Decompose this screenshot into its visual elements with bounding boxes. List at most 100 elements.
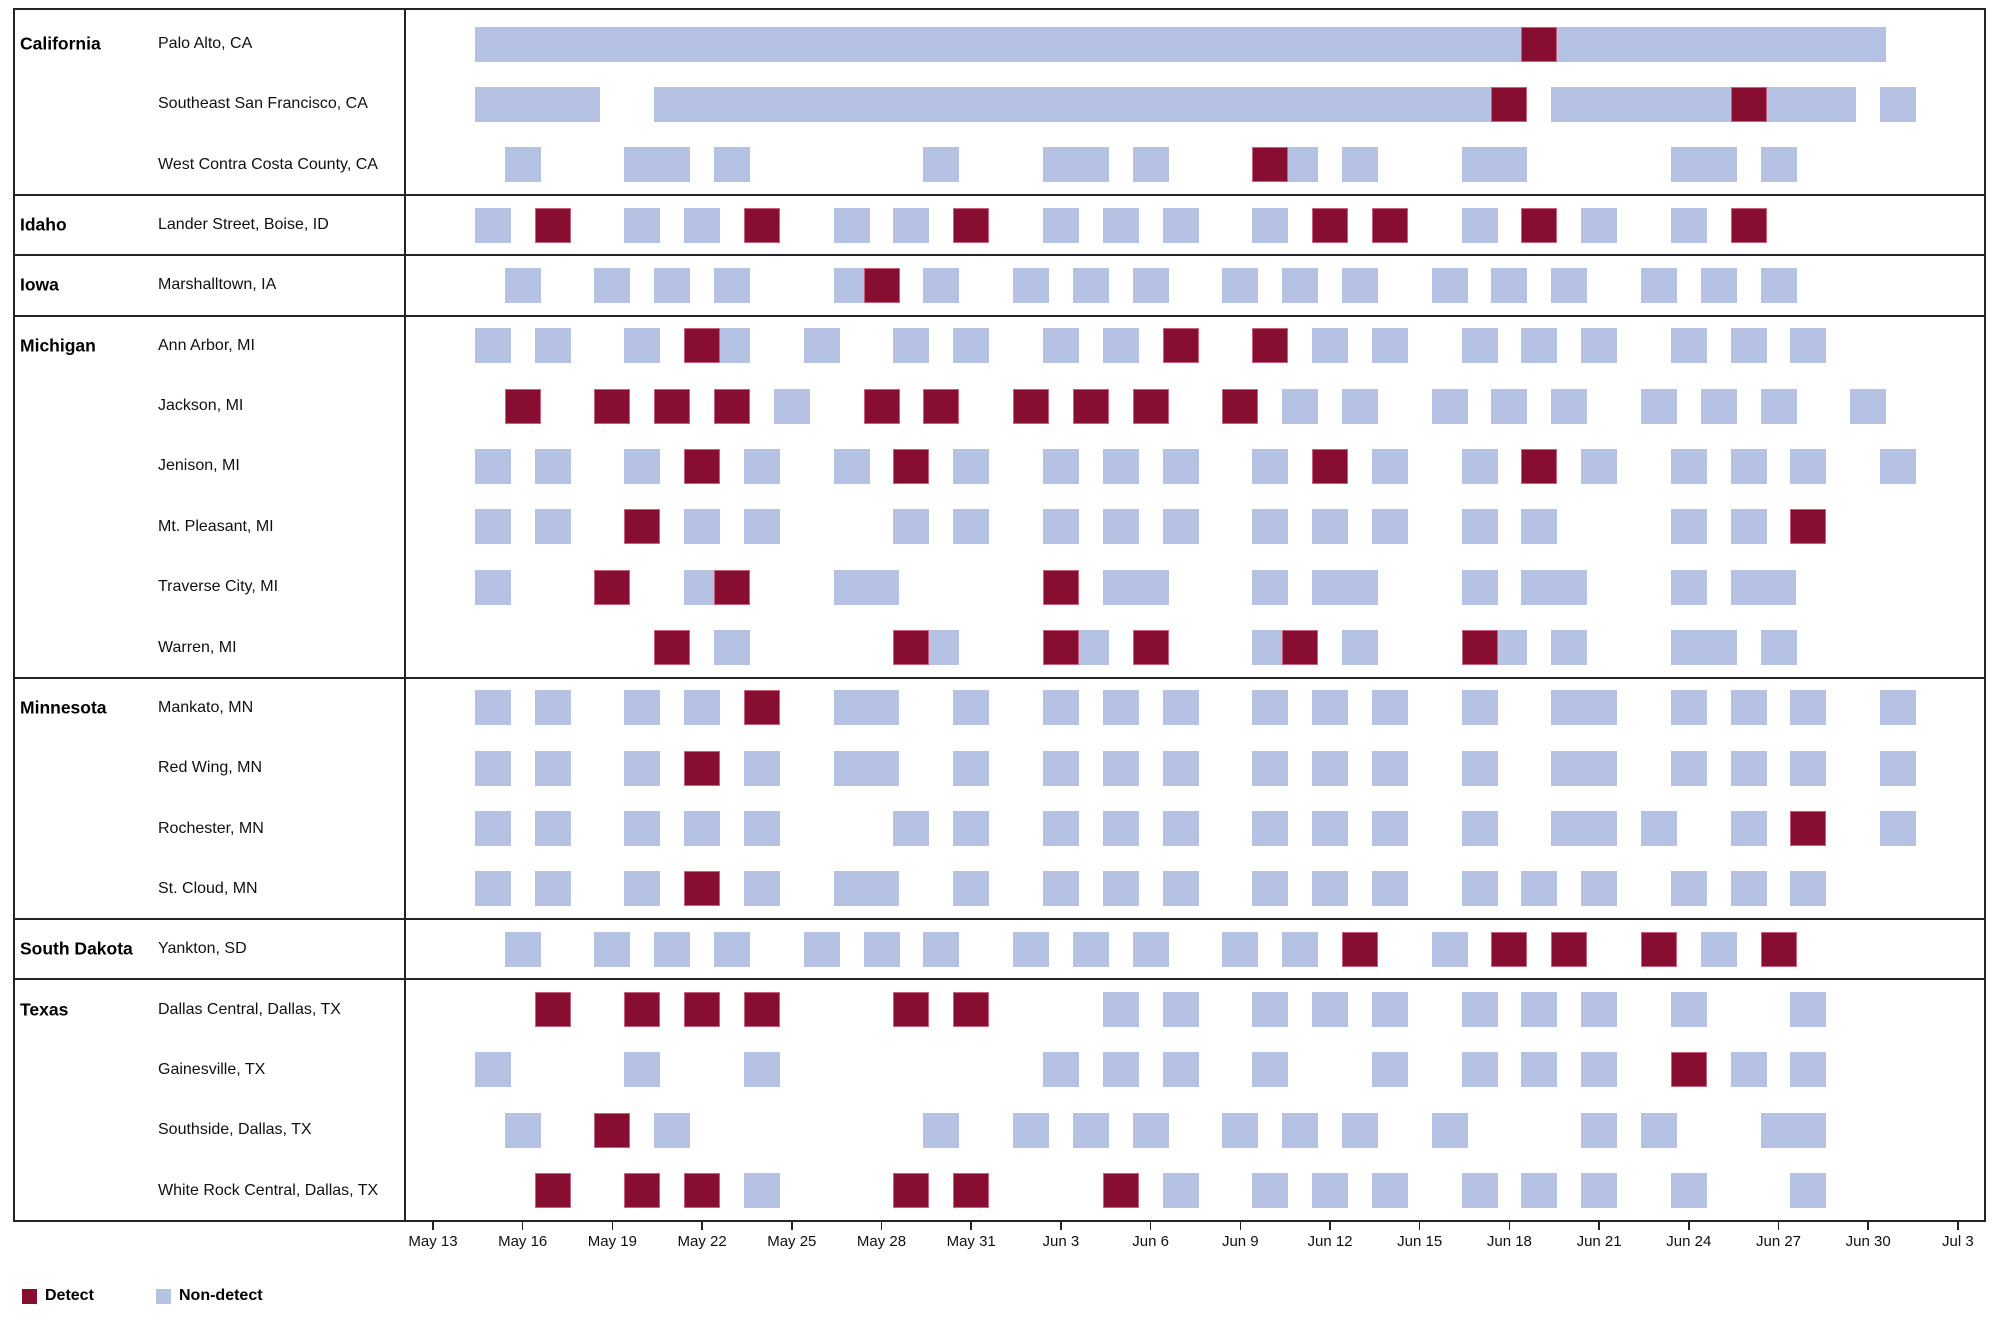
detect-mark[interactable]: [594, 1112, 631, 1148]
detect-mark[interactable]: [594, 569, 631, 605]
nondetect-mark[interactable]: [474, 690, 511, 726]
nondetect-mark[interactable]: [504, 147, 541, 183]
nondetect-mark[interactable]: [1431, 931, 1468, 967]
nondetect-mark[interactable]: [1880, 750, 1917, 786]
nondetect-mark[interactable]: [1730, 1052, 1767, 1088]
nondetect-mark[interactable]: [1461, 992, 1498, 1028]
nondetect-mark[interactable]: [953, 509, 990, 545]
nondetect-mark[interactable]: [923, 931, 960, 967]
nondetect-mark[interactable]: [1461, 1173, 1498, 1209]
nondetect-mark[interactable]: [893, 328, 930, 364]
detect-mark[interactable]: [684, 871, 721, 907]
nondetect-mark[interactable]: [1760, 1112, 1827, 1148]
detect-mark[interactable]: [654, 388, 691, 424]
nondetect-mark[interactable]: [1252, 750, 1289, 786]
nondetect-mark[interactable]: [1461, 750, 1498, 786]
detect-mark[interactable]: [1252, 147, 1289, 183]
nondetect-mark[interactable]: [1371, 1173, 1408, 1209]
nondetect-mark[interactable]: [534, 811, 571, 847]
nondetect-mark[interactable]: [1132, 931, 1169, 967]
nondetect-mark[interactable]: [684, 811, 721, 847]
nondetect-mark[interactable]: [1102, 992, 1139, 1028]
detect-mark[interactable]: [594, 388, 631, 424]
nondetect-mark[interactable]: [1670, 690, 1707, 726]
detect-mark[interactable]: [684, 750, 721, 786]
nondetect-mark[interactable]: [1581, 871, 1618, 907]
detect-mark[interactable]: [863, 388, 900, 424]
nondetect-mark[interactable]: [1760, 147, 1797, 183]
nondetect-mark[interactable]: [1162, 750, 1199, 786]
detect-mark[interactable]: [684, 328, 721, 364]
nondetect-mark[interactable]: [1670, 328, 1707, 364]
nondetect-mark[interactable]: [1521, 871, 1558, 907]
nondetect-mark[interactable]: [1042, 328, 1079, 364]
nondetect-mark[interactable]: [1521, 1173, 1558, 1209]
nondetect-mark[interactable]: [1790, 992, 1827, 1028]
nondetect-mark[interactable]: [893, 207, 930, 243]
nondetect-mark[interactable]: [833, 448, 870, 484]
detect-mark[interactable]: [1491, 931, 1528, 967]
detect-mark[interactable]: [1312, 207, 1348, 243]
nondetect-mark[interactable]: [1312, 871, 1348, 907]
detect-mark[interactable]: [1730, 86, 1767, 122]
nondetect-mark[interactable]: [1013, 267, 1049, 303]
nondetect-mark[interactable]: [953, 811, 990, 847]
nondetect-mark[interactable]: [1162, 690, 1199, 726]
nondetect-mark[interactable]: [1042, 1052, 1079, 1088]
nondetect-mark[interactable]: [1042, 448, 1079, 484]
nondetect-mark[interactable]: [654, 267, 691, 303]
nondetect-mark[interactable]: [1551, 811, 1618, 847]
legend-item-detect[interactable]: Detect: [22, 1287, 94, 1305]
detect-mark[interactable]: [1252, 328, 1289, 364]
nondetect-mark[interactable]: [1461, 690, 1498, 726]
detect-mark[interactable]: [1551, 931, 1588, 967]
detect-mark[interactable]: [1371, 207, 1408, 243]
nondetect-mark[interactable]: [953, 690, 990, 726]
nondetect-mark[interactable]: [1581, 992, 1618, 1028]
nondetect-mark[interactable]: [1670, 1173, 1707, 1209]
nondetect-mark[interactable]: [1700, 931, 1737, 967]
detect-mark[interactable]: [1132, 630, 1169, 665]
nondetect-mark[interactable]: [1730, 690, 1767, 726]
nondetect-mark[interactable]: [1640, 811, 1677, 847]
nondetect-mark[interactable]: [743, 750, 780, 786]
nondetect-mark[interactable]: [1521, 328, 1558, 364]
nondetect-mark[interactable]: [1431, 1112, 1468, 1148]
detect-mark[interactable]: [1760, 931, 1797, 967]
nondetect-mark[interactable]: [1042, 871, 1079, 907]
nondetect-mark[interactable]: [1461, 147, 1528, 183]
nondetect-mark[interactable]: [1491, 267, 1528, 303]
nondetect-mark[interactable]: [1252, 1052, 1289, 1088]
nondetect-mark[interactable]: [624, 1052, 661, 1088]
detect-mark[interactable]: [863, 267, 900, 303]
nondetect-mark[interactable]: [1581, 207, 1618, 243]
nondetect-mark[interactable]: [1371, 328, 1408, 364]
nondetect-mark[interactable]: [1341, 388, 1378, 424]
nondetect-mark[interactable]: [1282, 267, 1319, 303]
nondetect-mark[interactable]: [1880, 448, 1917, 484]
detect-mark[interactable]: [743, 992, 780, 1028]
nondetect-mark[interactable]: [474, 86, 601, 122]
nondetect-mark[interactable]: [1640, 267, 1677, 303]
nondetect-mark[interactable]: [534, 871, 571, 907]
detect-mark[interactable]: [1521, 448, 1558, 484]
nondetect-mark[interactable]: [1282, 931, 1319, 967]
nondetect-mark[interactable]: [743, 1173, 780, 1209]
detect-mark[interactable]: [893, 448, 930, 484]
nondetect-mark[interactable]: [743, 509, 780, 545]
nondetect-mark[interactable]: [743, 1052, 780, 1088]
nondetect-mark[interactable]: [474, 1052, 511, 1088]
detect-mark[interactable]: [1042, 569, 1079, 605]
detect-mark[interactable]: [1461, 630, 1498, 665]
nondetect-mark[interactable]: [1072, 931, 1109, 967]
nondetect-mark[interactable]: [1670, 569, 1707, 605]
nondetect-mark[interactable]: [1252, 509, 1289, 545]
nondetect-mark[interactable]: [1132, 267, 1169, 303]
nondetect-mark[interactable]: [953, 448, 990, 484]
nondetect-mark[interactable]: [1730, 871, 1767, 907]
nondetect-mark[interactable]: [624, 690, 661, 726]
nondetect-mark[interactable]: [1102, 811, 1139, 847]
nondetect-mark[interactable]: [1252, 690, 1289, 726]
nondetect-mark[interactable]: [1551, 86, 1857, 122]
nondetect-mark[interactable]: [624, 207, 661, 243]
